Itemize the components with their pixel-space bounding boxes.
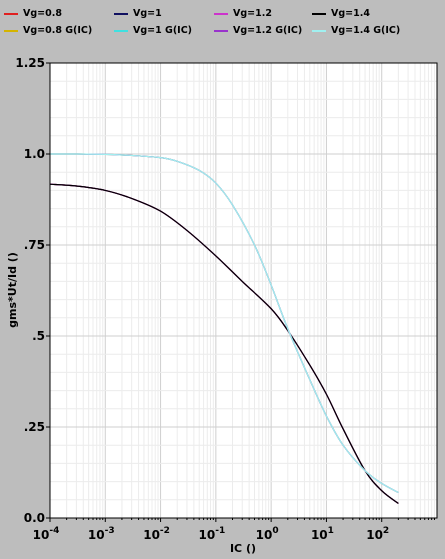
series-line-7 (49, 153, 399, 494)
y-tick-label: .5 (32, 329, 45, 343)
x-tick-label: 10-3 (88, 526, 115, 542)
legend-swatch (114, 12, 128, 15)
legend-item: Vg=1.4 G(IC) (312, 25, 400, 36)
legend-item: Vg=1 (114, 8, 162, 19)
y-tick-label: .75 (24, 238, 45, 252)
legend-label: Vg=1.2 (233, 8, 272, 19)
legend-label: Vg=1 (133, 8, 162, 19)
series-lines (49, 153, 399, 504)
legend-label: Vg=1 G(IC) (133, 25, 193, 36)
legend-swatch (114, 29, 128, 32)
legend-label: Vg=1.2 G(IC) (233, 25, 303, 36)
x-tick-label: 100 (256, 526, 279, 542)
legend-label: Vg=0.8 G(IC) (23, 25, 93, 36)
x-tick-label: 10-4 (33, 526, 60, 542)
legend-swatch (4, 29, 18, 32)
legend-item: Vg=0.8 G(IC) (4, 25, 92, 36)
legend-label: Vg=1.4 G(IC) (331, 25, 401, 36)
axes: 0.0 .25 .5 .75 1.0 1.25 10-4 10-3 10-2 10-1 100 101… (15, 56, 435, 542)
legend: Vg=0.8 Vg=1 Vg=1.2 Vg=1.4 Vg=0.8 G(IC) Vg=1 G… (0, 0, 445, 42)
x-tick-label: 102 (366, 526, 389, 542)
x-tick-label: 10-1 (199, 526, 226, 542)
y-tick-label: 0.0 (24, 511, 45, 525)
legend-item: Vg=1.2 G(IC) (214, 25, 302, 36)
legend-label: Vg=1.4 (331, 8, 370, 19)
legend-swatch (214, 29, 228, 32)
plot-frame (49, 62, 438, 519)
plot-area (50, 63, 437, 518)
x-tick-label: 101 (311, 526, 334, 542)
legend-swatch (312, 29, 326, 32)
y-axis-label: gms*Ut/Id () (6, 252, 19, 328)
legend-item: Vg=1 G(IC) (114, 25, 192, 36)
grid (49, 62, 437, 519)
y-tick-label: 1.0 (24, 147, 45, 161)
x-axis-label: IC () (230, 542, 256, 555)
legend-label: Vg=0.8 (23, 8, 62, 19)
series-line-3 (49, 183, 399, 504)
legend-item: Vg=1.2 (214, 8, 272, 19)
legend-swatch (4, 12, 18, 15)
y-tick-label: .25 (24, 420, 45, 434)
legend-item: Vg=1.4 (312, 8, 370, 19)
y-tick-label: 1.25 (15, 56, 45, 70)
legend-swatch (312, 12, 326, 15)
legend-swatch (214, 12, 228, 15)
x-tick-label: 10-2 (143, 526, 170, 542)
legend-item: Vg=0.8 (4, 8, 62, 19)
